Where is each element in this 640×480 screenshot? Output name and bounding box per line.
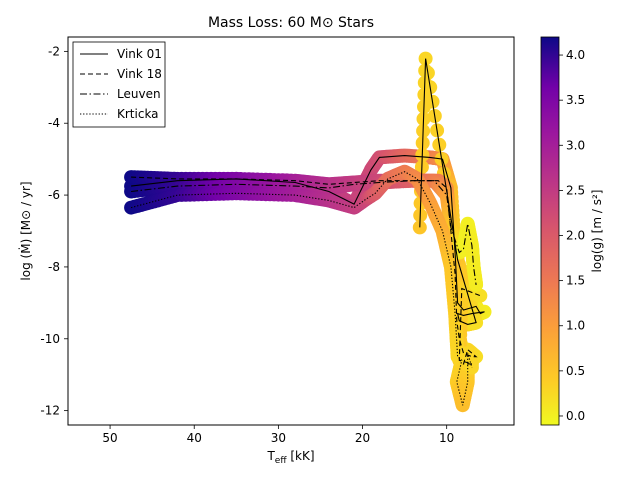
y-axis-label: log (Ṁ) [M⊙ / yr] <box>18 181 33 280</box>
x-tick-label: 30 <box>271 431 286 445</box>
colorbar-tick-label: 1.0 <box>566 319 585 333</box>
series-line-krticka <box>130 171 473 406</box>
y-tick-label: -6 <box>48 188 60 202</box>
x-axis-label: Teff [kK] <box>266 449 314 466</box>
colorbar-tick-label: 1.5 <box>566 274 585 288</box>
series-line-vink-18 <box>131 176 481 365</box>
legend: Vink 01 Vink 18 Leuven Krticka <box>72 41 166 128</box>
colorbar-tick-label: 0.0 <box>566 409 585 423</box>
colorbar-tick-label: 2.5 <box>566 183 585 197</box>
x-tick-label: 50 <box>102 431 117 445</box>
x-tick-label: 20 <box>355 431 370 445</box>
y-tick-label: -10 <box>40 332 60 346</box>
y-tick-label: -4 <box>48 116 60 130</box>
legend-box <box>72 41 166 128</box>
legend-label-vink-18: Vink 18 <box>117 67 162 81</box>
x-axis-label-sub: eff <box>275 456 288 466</box>
series-line-leuven <box>131 180 477 285</box>
y-tick-label: -8 <box>48 260 60 274</box>
legend-label-krticka: Krticka <box>117 107 159 121</box>
scatter-layer <box>124 51 492 413</box>
x-axis-ticks: 50 40 30 20 10 <box>102 425 454 445</box>
plot-area: 50 40 30 20 10 -2 -4 -6 -8 -10 -12 <box>40 36 515 445</box>
series-line-vink-01 <box>131 58 485 325</box>
legend-label-leuven: Leuven <box>117 87 161 101</box>
colorbar-tick-label: 3.0 <box>566 138 585 152</box>
x-axis-label-unit: [kK] <box>287 449 315 463</box>
colorbar-tick-label: 4.0 <box>566 48 585 62</box>
series-lines <box>130 58 485 406</box>
colorbar-gradient <box>540 36 560 426</box>
y-tick-label: -2 <box>48 44 60 58</box>
y-axis-ticks: -2 -4 -6 -8 -10 -12 <box>40 44 68 418</box>
scatter-point-vink-18 <box>473 288 488 303</box>
colorbar-tick-label: 2.0 <box>566 229 585 243</box>
legend-label-vink-01: Vink 01 <box>117 47 162 61</box>
colorbar-label: log(g) [m / s²] <box>590 190 604 273</box>
colorbar: 0.0 0.5 1.0 1.5 2.0 2.5 3.0 3.5 4.0 log(g) [m / … <box>540 36 604 426</box>
y-tick-label: -12 <box>40 404 60 418</box>
x-axis-label-main: T <box>266 449 275 463</box>
x-tick-label: 10 <box>439 431 454 445</box>
plot-frame <box>67 36 515 426</box>
chart-title: Mass Loss: 60 M⊙ Stars <box>208 15 374 31</box>
colorbar-ticks: 0.0 0.5 1.0 1.5 2.0 2.5 3.0 3.5 4.0 <box>559 48 585 423</box>
colorbar-tick-label: 0.5 <box>566 364 585 378</box>
x-tick-label: 40 <box>187 431 202 445</box>
colorbar-tick-label: 3.5 <box>566 93 585 107</box>
